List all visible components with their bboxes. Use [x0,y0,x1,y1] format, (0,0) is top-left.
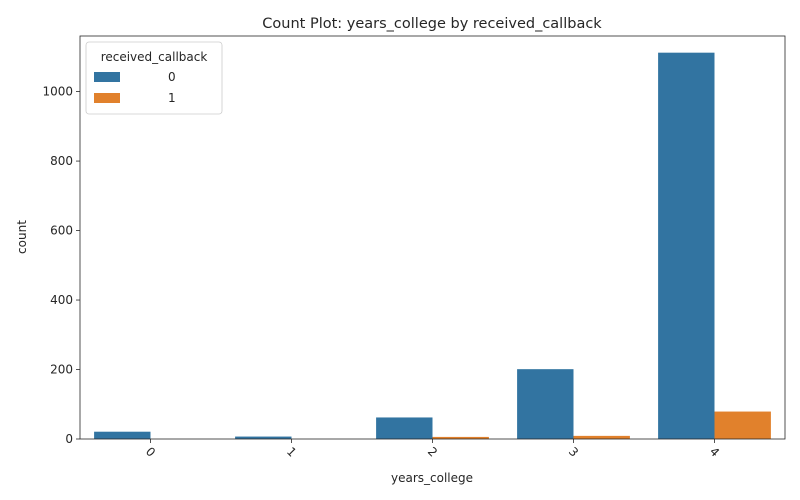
x-tick-label: 2 [425,444,440,459]
bars-group [94,52,771,439]
x-tick-label: 3 [566,444,581,459]
x-axis: 0 1 2 3 4 [143,439,722,460]
y-tick-label: 0 [65,432,73,446]
legend-title: received_callback [101,50,208,64]
chart-title: Count Plot: years_college by received_ca… [262,16,602,32]
bar-4-series-1 [714,411,771,439]
bar-3-series-0 [517,369,574,439]
bar-3-series-1 [573,435,630,439]
bar-1-series-0 [235,436,292,439]
x-tick-label: 1 [284,444,299,459]
legend-swatch-0 [94,72,120,82]
x-tick-label: 4 [707,444,722,459]
y-tick-label: 600 [50,224,73,238]
x-axis-label: years_college [391,471,473,485]
x-tick-label: 0 [143,444,158,459]
y-tick-label: 200 [50,363,73,377]
legend: received_callback 01 [85,41,223,115]
legend-label-1: 1 [168,91,176,105]
y-tick-label: 400 [50,293,73,307]
bar-4-series-0 [658,52,715,439]
bar-2-series-1 [432,436,489,439]
legend-swatch-1 [94,93,120,103]
y-axis-label: count [15,220,29,254]
legend-label-0: 0 [168,70,176,84]
bar-0-series-0 [94,431,151,439]
y-tick-label: 1000 [42,85,73,99]
y-axis: 0 200 400 600 800 1000 [42,85,80,446]
y-tick-label: 800 [50,154,73,168]
legend-items: 01 [94,70,176,105]
bar-2-series-0 [376,417,433,439]
